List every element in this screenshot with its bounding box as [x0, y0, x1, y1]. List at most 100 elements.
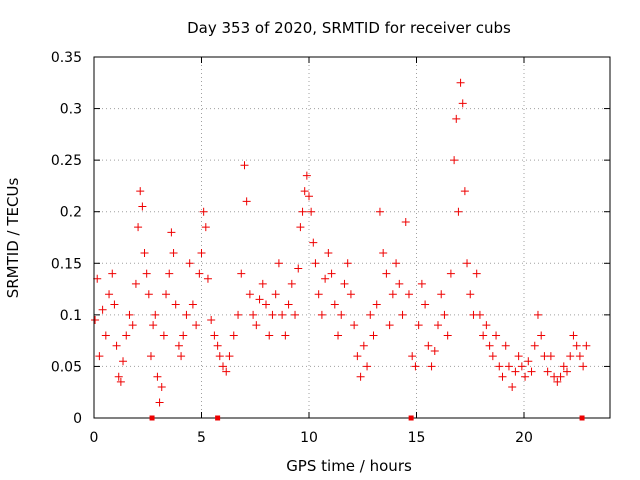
data-point [93, 274, 102, 283]
data-point [287, 279, 296, 288]
data-point [530, 341, 539, 350]
data-point [334, 331, 343, 340]
data-point [359, 341, 368, 350]
axis-marker [579, 415, 585, 421]
data-point [527, 367, 536, 376]
data-point [159, 331, 168, 340]
data-point [305, 192, 313, 201]
data-point [122, 331, 131, 340]
x-tick-label: 10 [300, 430, 318, 446]
data-point [192, 321, 201, 330]
data-point [134, 223, 143, 232]
data-point [151, 310, 160, 319]
data-point [252, 321, 261, 330]
data-point [240, 161, 249, 170]
data-point [524, 357, 533, 366]
x-tick-label: 5 [197, 430, 206, 446]
data-point [498, 372, 507, 381]
data-point [171, 300, 180, 309]
data-point [575, 352, 584, 361]
data-point [307, 207, 316, 216]
data-point [424, 341, 433, 350]
y-tick-label: 0.1 [60, 308, 82, 324]
data-point [492, 331, 501, 340]
data-point [155, 398, 164, 407]
data-point [169, 248, 178, 257]
grid-lines [94, 57, 610, 418]
data-point [182, 310, 191, 319]
data-point [201, 223, 210, 232]
data-point [210, 331, 219, 340]
data-point [395, 279, 404, 288]
data-point [179, 331, 188, 340]
axis-markers [149, 415, 585, 421]
data-point [533, 310, 542, 319]
data-point [382, 269, 391, 278]
data-point [197, 248, 206, 257]
data-point [112, 341, 121, 350]
data-point [340, 279, 349, 288]
data-point [114, 372, 123, 381]
data-point [443, 331, 452, 340]
data-point [427, 362, 436, 371]
y-tick-label: 0.3 [60, 102, 82, 118]
data-point [321, 274, 330, 283]
data-point [222, 367, 231, 376]
x-tick-label: 0 [90, 430, 99, 446]
data-point [366, 310, 375, 319]
data-point [363, 362, 372, 371]
data-point [398, 310, 407, 319]
y-tick-label: 0.15 [51, 256, 82, 272]
data-point [452, 114, 461, 123]
axis-marker [149, 415, 155, 421]
data-point [157, 383, 166, 392]
data-point [225, 352, 234, 361]
data-point [91, 316, 100, 325]
data-point [219, 362, 227, 371]
data-point [463, 259, 472, 268]
data-point [162, 290, 171, 299]
plot-frame [93, 56, 611, 419]
data-point [174, 341, 183, 350]
data-point [458, 99, 467, 108]
data-point [414, 321, 423, 330]
data-point [294, 264, 303, 273]
data-point [446, 269, 455, 278]
data-point [262, 300, 270, 309]
data-point [110, 300, 119, 309]
data-point [138, 202, 147, 211]
data-point [350, 321, 359, 330]
data-point [245, 290, 254, 299]
data-point [582, 341, 591, 350]
data-point [300, 187, 309, 196]
data-point [440, 310, 449, 319]
data-point [268, 310, 277, 319]
data-point [482, 321, 491, 330]
data-point [388, 290, 397, 299]
data-point [177, 352, 186, 361]
data-point [142, 269, 151, 278]
x-tick-label: 20 [515, 430, 533, 446]
data-point [569, 331, 578, 340]
data-point [281, 331, 290, 340]
data-point [556, 372, 565, 381]
data-point [101, 331, 110, 340]
data-point [553, 377, 562, 386]
data-point [125, 310, 134, 319]
data-point [314, 290, 323, 299]
data-point [242, 197, 251, 206]
data-point [153, 372, 162, 381]
data-point [131, 279, 140, 288]
data-point [199, 207, 208, 216]
data-point [475, 310, 484, 319]
data-point [456, 78, 465, 87]
data-point [234, 310, 243, 319]
axis-ticks: 0 0.05 0.1 0.15 0.2 0.25 0.3 0.35 0 5 10 15 20 [51, 50, 610, 446]
data-point [488, 352, 497, 361]
x-tick-label: 15 [408, 430, 426, 446]
data-point [454, 207, 463, 216]
data-point [119, 357, 128, 366]
data-point [404, 290, 413, 299]
data-point [140, 248, 149, 257]
